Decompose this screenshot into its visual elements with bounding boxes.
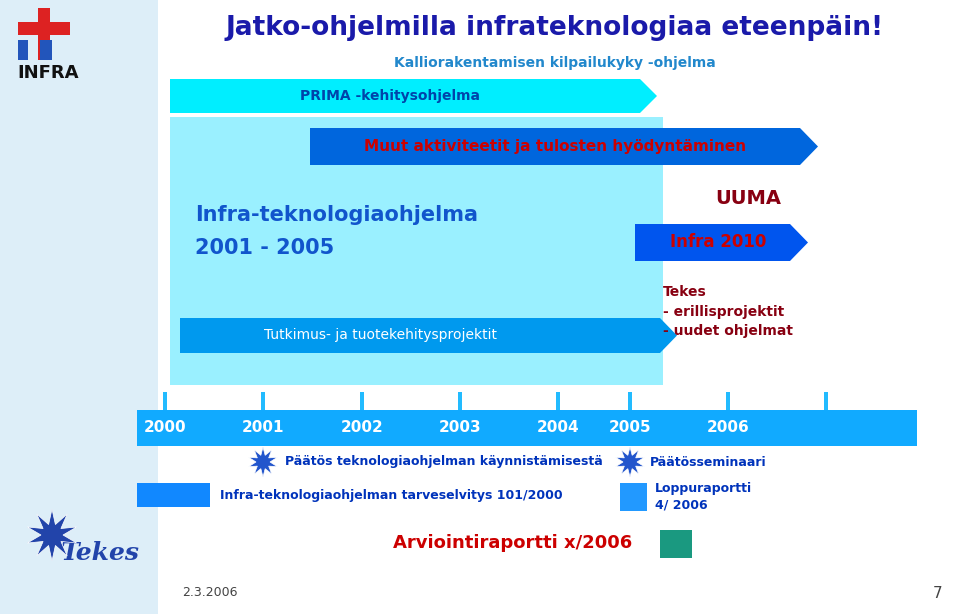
Polygon shape	[790, 224, 808, 261]
Text: 7: 7	[933, 586, 943, 600]
Text: Tutkimus- ja tuotekehitysprojektit: Tutkimus- ja tuotekehitysprojektit	[263, 328, 496, 342]
Text: 2006: 2006	[707, 421, 750, 435]
Text: Arviointiraportti x/2006: Arviointiraportti x/2006	[393, 534, 633, 552]
Text: Infra 2010: Infra 2010	[670, 233, 766, 251]
Text: Päätös teknologiaohjelman käynnistämisestä: Päätös teknologiaohjelman käynnistämises…	[285, 456, 603, 468]
Polygon shape	[640, 79, 657, 113]
Bar	[170, 79, 640, 113]
Bar	[40, 40, 52, 60]
Bar	[628, 392, 632, 410]
Bar	[556, 392, 560, 410]
Bar	[38, 8, 50, 60]
Bar	[635, 224, 790, 261]
Polygon shape	[660, 318, 677, 353]
Text: Tekes
- erillisprojektit
- uudet ohjelmat: Tekes - erillisprojektit - uudet ohjelma…	[663, 286, 793, 338]
Bar	[180, 318, 660, 353]
Text: Infra-teknologiaohjelman tarveselvitys 101/2000: Infra-teknologiaohjelman tarveselvitys 1…	[220, 489, 563, 502]
Bar	[458, 392, 462, 410]
Bar	[824, 392, 828, 410]
Text: 2005: 2005	[609, 421, 651, 435]
Bar	[170, 117, 663, 385]
Text: 2001: 2001	[242, 421, 284, 435]
Bar	[360, 392, 364, 410]
Bar	[137, 483, 210, 507]
Bar	[163, 392, 167, 410]
Bar	[18, 40, 28, 60]
Text: Muut aktiviteetit ja tulosten hyödyntäminen: Muut aktiviteetit ja tulosten hyödyntämi…	[364, 139, 746, 154]
Text: Loppuraportti
4/ 2006: Loppuraportti 4/ 2006	[655, 482, 752, 512]
Polygon shape	[249, 447, 277, 477]
Text: 2004: 2004	[537, 421, 579, 435]
Text: Infra-teknologiaohjelma: Infra-teknologiaohjelma	[195, 205, 478, 225]
Text: 2002: 2002	[341, 421, 383, 435]
Bar	[0, 0, 158, 614]
Polygon shape	[27, 509, 77, 561]
Text: 2.3.2006: 2.3.2006	[182, 586, 238, 599]
Bar	[310, 128, 800, 165]
Bar	[137, 410, 917, 446]
Bar	[726, 392, 730, 410]
Text: 2001 - 2005: 2001 - 2005	[195, 238, 334, 258]
Text: 2000: 2000	[144, 421, 186, 435]
Bar	[660, 530, 692, 558]
Bar	[620, 483, 647, 511]
Text: Kalliorakentamisen kilpailukyky -ohjelma: Kalliorakentamisen kilpailukyky -ohjelma	[395, 56, 716, 70]
Bar	[261, 392, 265, 410]
Text: PRIMA -kehitysohjelma: PRIMA -kehitysohjelma	[300, 89, 480, 103]
Polygon shape	[800, 128, 818, 165]
Text: INFRA: INFRA	[17, 64, 79, 82]
Text: Päätösseminaari: Päätösseminaari	[650, 456, 767, 468]
Text: 2003: 2003	[439, 421, 481, 435]
Text: Tekes: Tekes	[60, 541, 139, 565]
Text: UUMA: UUMA	[715, 188, 781, 208]
Polygon shape	[615, 447, 644, 477]
Bar	[18, 22, 70, 35]
Text: Jatko-ohjelmilla infrateknologiaa eteenpäin!: Jatko-ohjelmilla infrateknologiaa eteenp…	[226, 15, 884, 41]
